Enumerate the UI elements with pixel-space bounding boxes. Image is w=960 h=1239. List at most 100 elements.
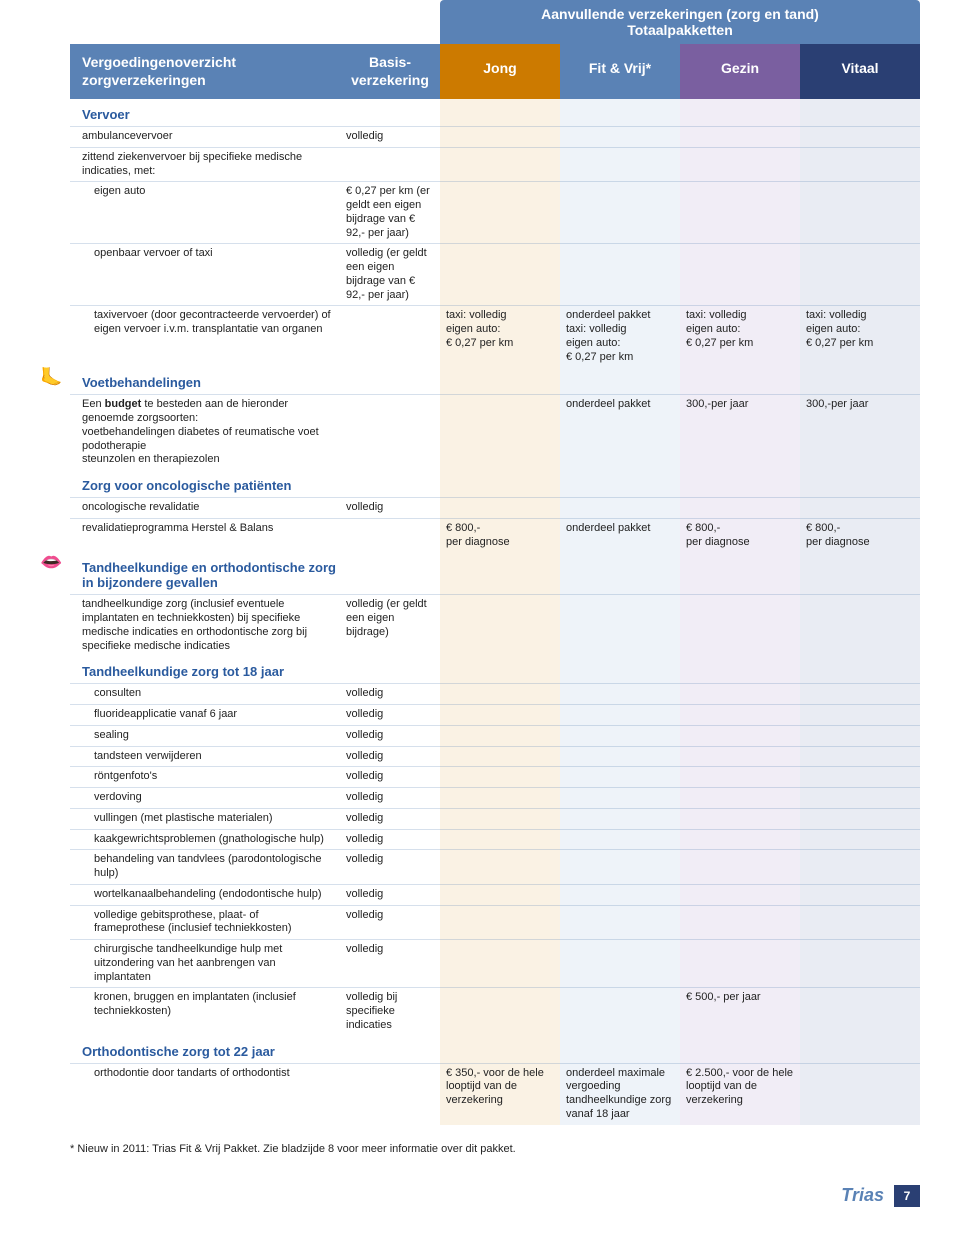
header-main-title: Vergoedingenoverzicht zorgverzekeringen — [70, 44, 340, 99]
cell-basis: volledig — [340, 885, 440, 905]
row-label: vullingen (met plastische materialen) — [70, 809, 340, 829]
row-label: kaakgewrichtsproblemen (gnathologische h… — [70, 830, 340, 850]
cell-jong — [440, 885, 560, 891]
table-row: behandeling van tandvlees (parodontologi… — [70, 849, 920, 884]
section-title-tand-18: Tandheelkundige zorg tot 18 jaar — [70, 656, 340, 683]
cell-fit — [560, 906, 680, 912]
section-title-tand-bijzonder: Tandheelkundige en orthodontische zorg i… — [70, 552, 340, 594]
cell-gezin — [680, 830, 800, 836]
footnote: * Nieuw in 2011: Trias Fit & Vrij Pakket… — [70, 1143, 920, 1155]
cell-gezin — [680, 684, 800, 690]
row-label: oncologische revalidatie — [70, 498, 340, 518]
cell-jong — [440, 940, 560, 946]
cell-vitaal — [800, 850, 920, 856]
cell-vitaal — [800, 809, 920, 815]
cell-basis: volledig — [340, 747, 440, 767]
cell-basis: volledig — [340, 767, 440, 787]
cell-basis: volledig — [340, 906, 440, 926]
row-label: volledige gebitsprothese, plaat- of fram… — [70, 906, 340, 940]
table-row: chirurgische tandheelkundige hulp met ui… — [70, 939, 920, 987]
table-row: kronen, bruggen en implantaten (inclusie… — [70, 987, 920, 1035]
cell-fit — [560, 182, 680, 188]
cell-jong — [440, 498, 560, 504]
cell-fit — [560, 498, 680, 504]
row-label: zittend ziekenvervoer bij specifieke med… — [70, 148, 340, 182]
cell-basis: volledig — [340, 940, 440, 960]
cell-jong — [440, 850, 560, 856]
header-aanvullend-title: Aanvullende verzekeringen (zorg en tand)… — [440, 0, 920, 44]
cell-jong — [440, 127, 560, 133]
cell-basis: volledig — [340, 127, 440, 147]
cell-jong — [440, 244, 560, 250]
cell-gezin: € 500,- per jaar — [680, 988, 800, 1008]
page-footer: Trias 7 — [70, 1185, 920, 1207]
cell-vitaal — [800, 127, 920, 133]
section-title-voetbehandelingen: Voetbehandelingen — [70, 367, 340, 394]
table-row: consultenvolledig — [70, 683, 920, 704]
cell-fit: onderdeel pakket — [560, 519, 680, 539]
section-title-vervoer: Vervoer — [70, 99, 340, 126]
cell-gezin — [680, 726, 800, 732]
row-label: sealing — [70, 726, 340, 746]
cell-vitaal — [800, 595, 920, 601]
cell-jong — [440, 182, 560, 188]
cell-vitaal — [800, 182, 920, 188]
cell-gezin — [680, 182, 800, 188]
table-row: taxivervoer (door gecontracteerde vervoe… — [70, 305, 920, 367]
cell-jong: taxi: volledig eigen auto: € 0,27 per km — [440, 306, 560, 353]
cell-vitaal — [800, 767, 920, 773]
cell-gezin — [680, 885, 800, 891]
cell-fit — [560, 809, 680, 815]
row-label: orthodontie door tandarts of orthodontis… — [70, 1064, 340, 1084]
table-row: eigen auto€ 0,27 per km (er geldt een ei… — [70, 181, 920, 243]
cell-vitaal — [800, 940, 920, 946]
cell-vitaal: € 800,- per diagnose — [800, 519, 920, 553]
cell-vitaal — [800, 906, 920, 912]
cell-basis: € 0,27 per km (er geldt een eigen bijdra… — [340, 182, 440, 243]
cell-fit — [560, 244, 680, 250]
cell-vitaal: 300,-per jaar — [800, 395, 920, 415]
cell-basis: volledig — [340, 684, 440, 704]
cell-vitaal — [800, 684, 920, 690]
cell-gezin: € 2.500,- voor de hele looptijd van de v… — [680, 1064, 800, 1111]
coverage-table: Vervoerambulancevervoervolledigzittend z… — [70, 99, 920, 1125]
cell-jong: € 800,- per diagnose — [440, 519, 560, 553]
cell-jong: € 350,- voor de hele looptijd van de ver… — [440, 1064, 560, 1111]
table-row: tandheelkundige zorg (inclusief eventuel… — [70, 594, 920, 656]
cell-basis: volledig — [340, 850, 440, 870]
row-label: wortelkanaalbehandeling (endodontische h… — [70, 885, 340, 905]
table-row: zittend ziekenvervoer bij specifieke med… — [70, 147, 920, 182]
cell-basis: volledig bij specifieke indicaties — [340, 988, 440, 1035]
cell-gezin — [680, 747, 800, 753]
cell-jong — [440, 788, 560, 794]
cell-fit: onderdeel maximale vergoeding tandheelku… — [560, 1064, 680, 1125]
cell-fit — [560, 940, 680, 946]
row-label: revalidatieprogramma Herstel & Balans — [70, 519, 340, 539]
header-columns: Vergoedingenoverzicht zorgverzekeringen … — [70, 44, 920, 99]
cell-fit — [560, 788, 680, 794]
foot-icon: 🦶 — [40, 367, 62, 388]
row-label: chirurgische tandheelkundige hulp met ui… — [70, 940, 340, 987]
cell-vitaal — [800, 988, 920, 994]
cell-gezin — [680, 850, 800, 856]
cell-basis: volledig (er geldt een eigen bijdrage) — [340, 595, 440, 642]
cell-fit — [560, 595, 680, 601]
cell-basis — [340, 519, 440, 525]
cell-fit — [560, 705, 680, 711]
cell-basis — [340, 1064, 440, 1070]
table-row: orthodontie door tandarts of orthodontis… — [70, 1063, 920, 1125]
cell-jong — [440, 830, 560, 836]
cell-gezin — [680, 940, 800, 946]
cell-fit — [560, 127, 680, 133]
page-number: 7 — [894, 1185, 920, 1207]
row-label: Een budget te besteden aan de hieronder … — [70, 395, 340, 470]
cell-gezin — [680, 595, 800, 601]
row-label: consulten — [70, 684, 340, 704]
row-label: openbaar vervoer of taxi — [70, 244, 340, 264]
cell-basis: volledig — [340, 809, 440, 829]
header-plan-vitaal: Vitaal — [800, 44, 920, 99]
cell-fit: onderdeel pakket — [560, 395, 680, 415]
cell-fit — [560, 767, 680, 773]
row-label: ambulancevervoer — [70, 127, 340, 147]
cell-vitaal — [800, 244, 920, 250]
